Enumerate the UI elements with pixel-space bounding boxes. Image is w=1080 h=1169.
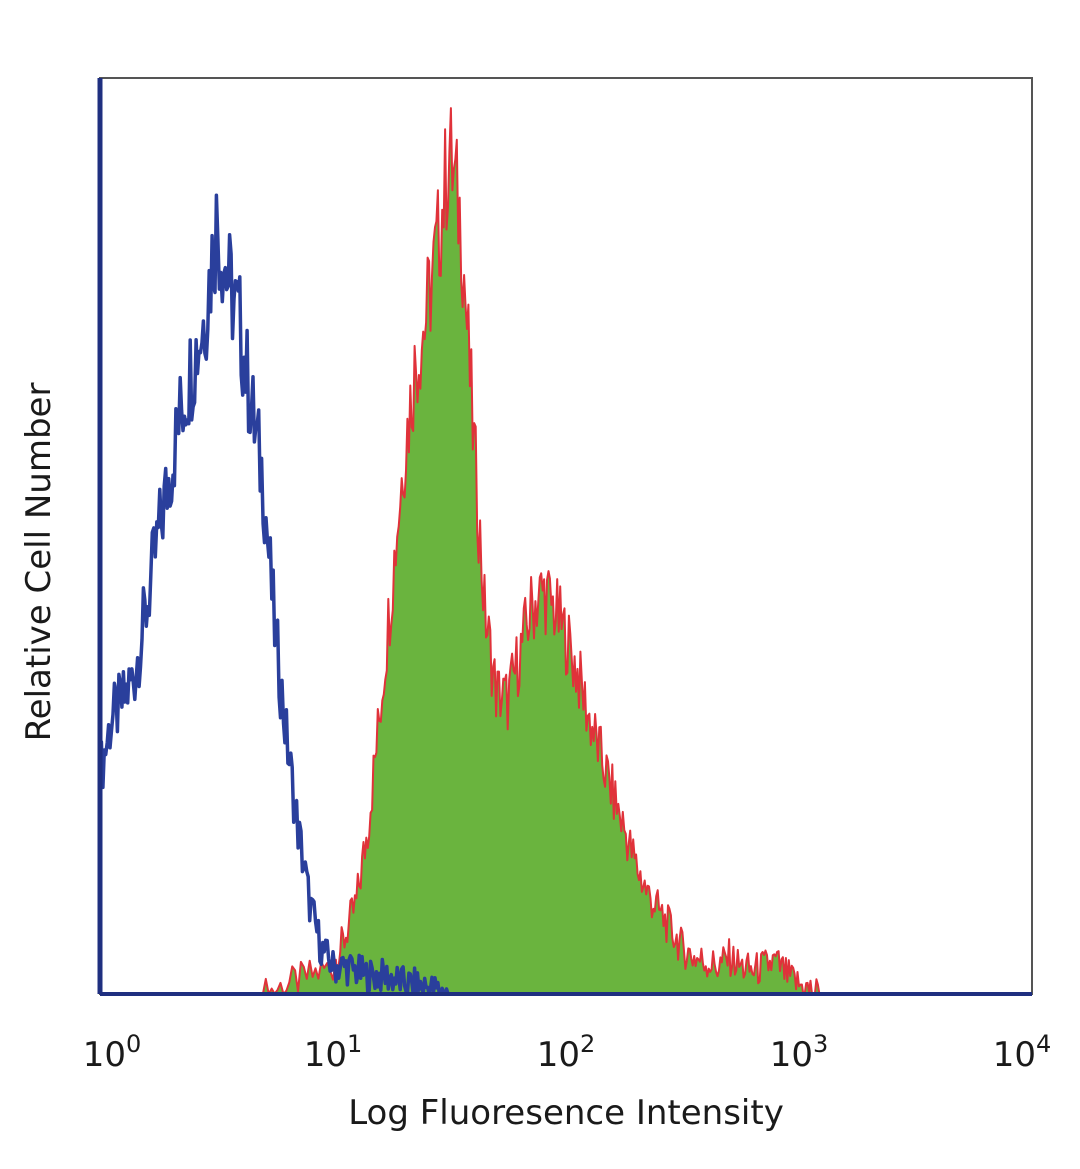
x-tick-label: 104 bbox=[993, 1030, 1052, 1075]
plot-area bbox=[97, 77, 1033, 996]
x-tick-exponent: 3 bbox=[813, 1030, 828, 1058]
x-tick-label: 102 bbox=[537, 1030, 596, 1075]
x-tick-label: 103 bbox=[770, 1030, 829, 1075]
x-tick-exponent: 0 bbox=[126, 1030, 141, 1058]
x-tick-base: 10 bbox=[304, 1035, 347, 1075]
series-1-filled-area bbox=[261, 107, 824, 995]
x-tick-base: 10 bbox=[83, 1035, 126, 1075]
x-tick-label: 100 bbox=[83, 1030, 142, 1075]
x-tick-exponent: 2 bbox=[580, 1030, 595, 1058]
x-tick-base: 10 bbox=[770, 1035, 813, 1075]
series-0-outline bbox=[98, 193, 450, 996]
x-tick-labels: 100 101 102 103 104 bbox=[83, 1030, 1052, 1075]
x-axis-title: Log Fluoresence Intensity bbox=[348, 1093, 784, 1133]
x-tick-exponent: 4 bbox=[1036, 1030, 1051, 1058]
y-axis-title: Relative Cell Number bbox=[19, 383, 59, 742]
x-tick-base: 10 bbox=[993, 1035, 1036, 1075]
x-tick-base: 10 bbox=[537, 1035, 580, 1075]
x-tick-label: 101 bbox=[304, 1030, 363, 1075]
x-tick-exponent: 1 bbox=[347, 1030, 362, 1058]
